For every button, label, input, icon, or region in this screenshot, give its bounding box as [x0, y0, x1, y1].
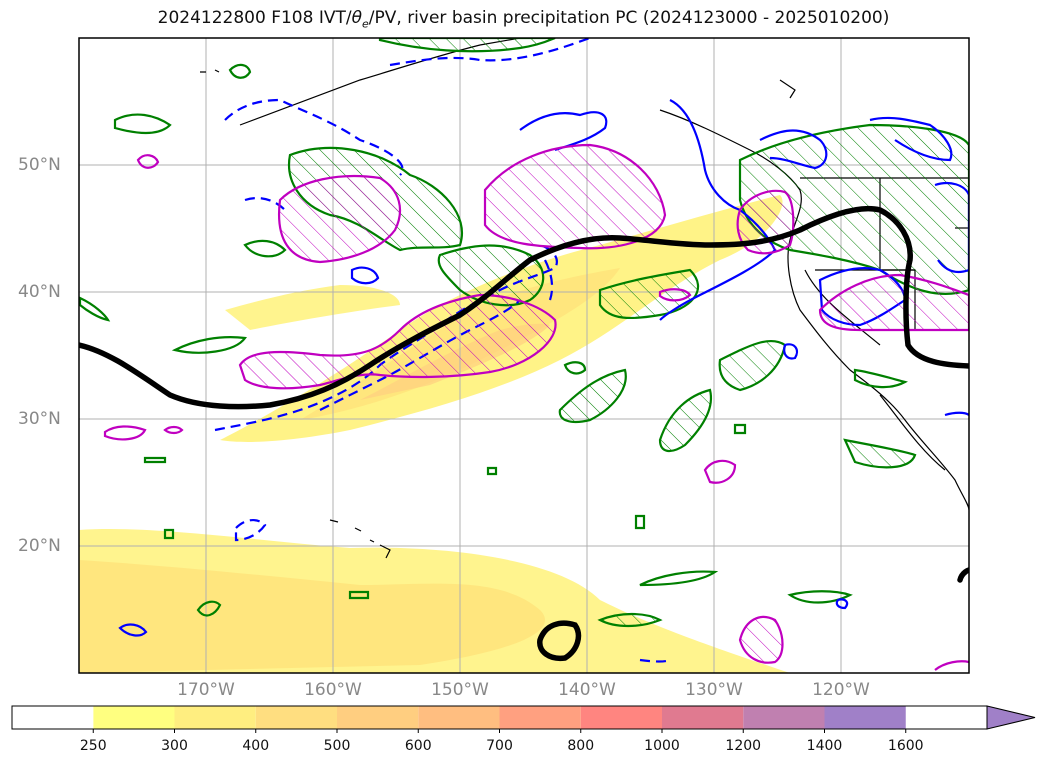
colorbar-segment: [580, 706, 662, 729]
colorbar-tick-label: 800: [567, 738, 595, 754]
lon-label-120: 120°W: [812, 680, 870, 700]
lon-label-160: 160°W: [304, 680, 362, 700]
colorbar-tick-label: 700: [486, 738, 513, 754]
colorbar-tick-label: 500: [323, 738, 351, 754]
colorbar-segment: [93, 706, 175, 729]
colorbar-tick-label: 250: [79, 738, 107, 754]
colorbar-segment: [824, 706, 906, 729]
title-prefix: 2024122800 F108 IVT/: [157, 8, 352, 28]
colorbar-segment: [743, 706, 825, 729]
lat-label-20: 20°N: [18, 536, 61, 556]
magenta-contours: [103, 143, 969, 671]
colorbar-segment: [499, 706, 581, 729]
lat-label-40: 40°N: [18, 282, 61, 302]
lat-label-50: 50°N: [18, 155, 61, 175]
colorbar-segment: [12, 706, 94, 729]
lon-label-140: 140°W: [558, 680, 616, 700]
colorbar-segment: [174, 706, 256, 729]
colorbar-segment: [255, 706, 337, 729]
lon-label-170: 170°W: [177, 680, 235, 700]
title-theta-sub: e: [362, 17, 369, 31]
title-theta: θ: [351, 8, 362, 28]
lon-label-150: 150°W: [431, 680, 489, 700]
colorbar-segment: [337, 706, 419, 729]
colorbar-segment: [662, 706, 744, 729]
colorbar: [11, 705, 1036, 733]
colorbar-extend-arrow: [986, 705, 1036, 730]
title-suffix: /PV, river basin precipitation PC (20241…: [368, 8, 890, 28]
map-plot-area: [79, 38, 969, 673]
lat-label-30: 30°N: [18, 409, 61, 429]
colorbar-tick-label: 1200: [725, 738, 762, 754]
colorbar-tick-label: 1400: [806, 738, 843, 754]
map-frame: [78, 37, 970, 674]
colorbar-tick-label: 1000: [644, 738, 680, 754]
ivt-shading-south: [79, 529, 790, 673]
lon-label-130: 130°W: [685, 680, 743, 700]
colorbar-tick-label: 600: [404, 738, 432, 754]
colorbar-tick-label: 1600: [887, 738, 924, 754]
colorbar-tick-label: 300: [161, 738, 188, 754]
colorbar-segment: [418, 706, 500, 729]
map-title: 2024122800 F108 IVT/θe/PV, river basin p…: [0, 8, 1047, 30]
colorbar-tick-label: 400: [242, 738, 270, 754]
